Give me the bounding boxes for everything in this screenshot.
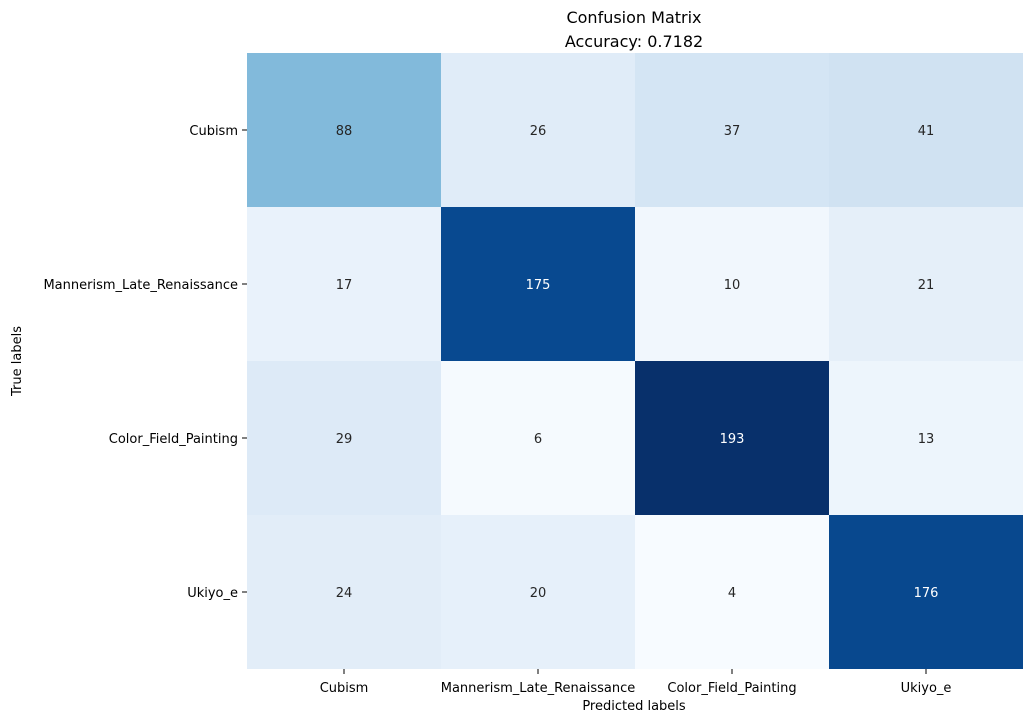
heatmap-cell — [635, 361, 829, 515]
y-axis-ticks: Cubism Mannerism_Late_Renaissance Color_Fi… — [43, 124, 247, 601]
heatmap-cell — [829, 53, 1023, 207]
cell-value-label: 193 — [720, 432, 745, 447]
cell-value-label: 6 — [534, 432, 542, 447]
cell-value-label: 175 — [526, 278, 551, 293]
y-tick-label: Ukiyo_e — [187, 586, 238, 601]
cell-value-label: 17 — [336, 278, 353, 293]
x-axis-ticks: Cubism Mannerism_Late_Renaissance Color_Fi… — [320, 669, 952, 696]
x-tick-label: Mannerism_Late_Renaissance — [441, 681, 636, 696]
chart-title-line: Confusion Matrix — [566, 8, 701, 27]
cell-value-label: 176 — [914, 586, 939, 601]
heatmap-cell — [829, 361, 1023, 515]
heatmap-cell — [441, 515, 635, 669]
heatmap-cell — [247, 53, 441, 207]
y-tick-label: Mannerism_Late_Renaissance — [43, 278, 238, 293]
heatmap-cell — [247, 361, 441, 515]
heatmap-cell — [635, 515, 829, 669]
heatmap-cell — [247, 207, 441, 361]
heatmap-cell — [441, 361, 635, 515]
cell-value-label: 21 — [918, 278, 935, 293]
cell-value-label: 88 — [336, 124, 353, 139]
heatmap-cell — [441, 207, 635, 361]
x-tick-label: Cubism — [320, 681, 369, 696]
heatmap-cell — [635, 207, 829, 361]
heatmap-cells — [247, 53, 1023, 669]
chart-subtitle-line: Accuracy: 0.7182 — [565, 32, 703, 51]
y-tick-label: Cubism — [189, 124, 238, 139]
cell-value-label: 37 — [724, 124, 741, 139]
cell-value-label: 4 — [728, 586, 736, 601]
heatmap-cell — [635, 53, 829, 207]
heatmap-cell — [829, 515, 1023, 669]
cell-value-label: 10 — [724, 278, 741, 293]
y-axis-label: True labels — [10, 326, 25, 397]
cell-value-label: 20 — [530, 586, 547, 601]
heatmap-cell — [829, 207, 1023, 361]
cell-value-label: 13 — [918, 432, 935, 447]
x-tick-label: Color_Field_Painting — [667, 681, 796, 696]
heatmap-cell — [247, 515, 441, 669]
heatmap-cell — [441, 53, 635, 207]
cell-value-label: 24 — [336, 586, 353, 601]
x-tick-label: Ukiyo_e — [901, 681, 952, 696]
cell-value-label: 29 — [336, 432, 353, 447]
y-tick-label: Color_Field_Painting — [109, 432, 238, 447]
cell-value-label: 26 — [530, 124, 547, 139]
x-axis-label: Predicted labels — [582, 699, 686, 714]
chart-title: Confusion Matrix Accuracy: 0.7182 — [565, 8, 703, 51]
cell-value-label: 41 — [918, 124, 935, 139]
cell-annotations: 88 26 37 41 17 175 10 21 29 6 193 13 24 20 4 176 — [336, 124, 939, 601]
